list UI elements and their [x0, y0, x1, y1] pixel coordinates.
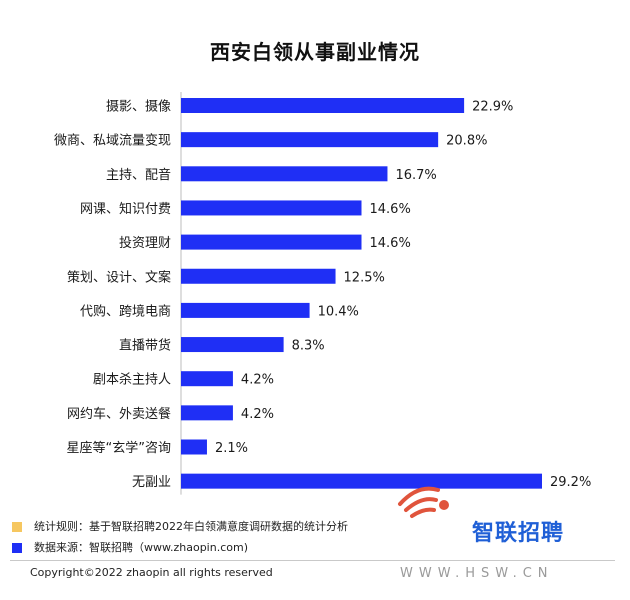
value-label: 10.4% [318, 304, 359, 319]
hsw-logo-icon [392, 480, 467, 524]
bar [181, 268, 336, 284]
category-label: 微商、私域流量变现 [54, 133, 171, 149]
bar [181, 473, 542, 489]
value-label: 22.9% [472, 100, 513, 115]
bar [181, 166, 388, 182]
value-label: 2.1% [215, 441, 248, 456]
bar [181, 302, 310, 318]
data-source-text: 数据来源：智联招聘（www.zhaopin.com) [34, 541, 248, 554]
value-label: 20.8% [446, 134, 487, 149]
value-label: 12.5% [344, 270, 385, 285]
data-source-note: 数据来源：智联招聘（www.zhaopin.com) [12, 539, 248, 555]
zhaopin-brand-watermark: 智联招聘 [472, 521, 565, 546]
value-label: 29.2% [550, 475, 591, 490]
value-label: 14.6% [370, 236, 411, 251]
site-watermark: WWW.HSW.CN [400, 566, 554, 581]
footer-divider [10, 560, 615, 561]
category-label: 剧本杀主持人 [93, 373, 171, 388]
category-label: 策划、设计、文案 [67, 269, 171, 285]
category-label: 直播带货 [119, 338, 171, 354]
legend-swatch-rule [12, 522, 22, 532]
category-label: 星座等“玄学”咨询 [67, 440, 171, 456]
value-label: 8.3% [292, 339, 325, 354]
category-label: 代购、跨境电商 [80, 303, 171, 319]
bar-chart: 摄影、摄像 22.9% 微商、私域流量变现 20.8% 主持、配音 16.7% 网课、知识付… [54, 92, 591, 495]
chart-title: 西安白领从事副业情况 [210, 40, 420, 64]
value-label: 4.2% [241, 407, 274, 422]
bar [181, 439, 207, 455]
stat-rule-text: 统计规则：基于智联招聘2022年白领满意度调研数据的统计分析 [34, 520, 348, 533]
bar [181, 132, 439, 148]
category-label: 网课、知识付费 [80, 201, 171, 217]
category-label: 投资理财 [119, 235, 171, 251]
bar [181, 337, 284, 353]
stat-rule-note: 统计规则：基于智联招聘2022年白领满意度调研数据的统计分析 [12, 518, 348, 534]
category-label: 摄影、摄像 [106, 100, 171, 115]
value-label: 14.6% [370, 202, 411, 217]
value-label: 16.7% [395, 168, 436, 183]
value-label: 4.2% [241, 373, 274, 388]
bar [181, 371, 233, 387]
legend-swatch-source [12, 543, 22, 553]
category-label: 网约车、外卖送餐 [67, 406, 171, 422]
category-label: 主持、配音 [106, 167, 171, 183]
category-label: 无副业 [132, 475, 171, 490]
bar [181, 405, 233, 421]
bar [181, 234, 362, 250]
bar [181, 98, 465, 113]
copyright-text: Copyright©2022 zhaopin all rights reserv… [30, 566, 273, 579]
bar [181, 200, 362, 216]
